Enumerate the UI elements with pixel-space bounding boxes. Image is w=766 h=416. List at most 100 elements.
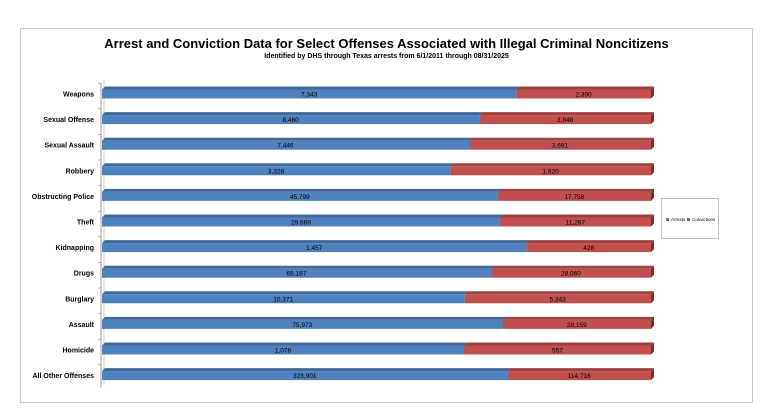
data-label: 428 <box>583 245 594 252</box>
category-label: All Other Offenses <box>33 373 95 380</box>
bar-segment-top <box>463 342 654 346</box>
data-label: 68,187 <box>287 271 307 278</box>
bar-segment <box>102 345 464 355</box>
bar-segment <box>102 140 470 150</box>
bar-segment-top <box>464 291 654 295</box>
category-label: Sexual Offense <box>43 117 94 124</box>
data-label: 45,799 <box>290 194 310 201</box>
data-label: 28,159 <box>567 322 587 329</box>
bar-segment-top <box>499 214 654 218</box>
bar-segment-top <box>497 188 654 192</box>
bar-segment <box>102 371 508 381</box>
bar-segment <box>516 89 651 99</box>
data-label: 323,901 <box>293 373 317 380</box>
data-label: 7,343 <box>301 92 318 99</box>
category-label: Assault <box>69 322 95 329</box>
bar-segment <box>469 140 651 150</box>
category-label: Weapons <box>63 92 94 99</box>
data-label: 28,060 <box>561 271 581 278</box>
bar-segment-side <box>651 240 654 253</box>
bar-segment <box>479 115 651 125</box>
bar-segment-side <box>651 163 654 176</box>
bar-segment <box>507 371 651 381</box>
data-label: 1,920 <box>542 168 559 175</box>
bar-segment-top <box>102 112 483 116</box>
bar-segment-side <box>651 188 654 201</box>
bar-segment-side <box>651 214 654 227</box>
category-label: Kidnapping <box>56 245 95 252</box>
data-label: 114,716 <box>568 373 591 380</box>
legend-label-convictions: Convictions <box>692 216 716 222</box>
bar-segment-top <box>102 265 494 269</box>
bar-segment <box>102 268 491 278</box>
bar-segment <box>102 115 480 125</box>
bar-segment <box>502 319 651 329</box>
bar-segment-top <box>102 188 501 192</box>
bar-segment <box>102 89 517 99</box>
data-label: 3,328 <box>268 168 285 175</box>
bar-segment-top <box>502 316 654 320</box>
bar-segment <box>499 217 651 227</box>
bar-segment-top <box>479 112 654 116</box>
chart-subtitle: Identified by DHS through Texas arrests … <box>264 53 509 60</box>
bar-segment-top <box>469 137 654 141</box>
bar-segment-top <box>490 265 654 269</box>
bar-segment <box>463 345 651 355</box>
legend-swatch-arrests <box>666 217 669 221</box>
bar-segment-top <box>102 214 503 218</box>
bar-segment <box>102 243 527 253</box>
data-label: 2,390 <box>575 92 592 99</box>
bar-segment <box>464 294 651 304</box>
legend-item-arrests: Arrests <box>666 216 685 222</box>
data-label: 29,669 <box>291 220 311 227</box>
bar-segment-top <box>450 163 654 167</box>
data-label: 7,446 <box>277 143 294 150</box>
data-label: 75,973 <box>292 322 312 329</box>
bar-segment-top <box>102 86 520 90</box>
category-label: Obstructing Police <box>32 194 94 201</box>
data-label: 17,758 <box>564 194 584 201</box>
category-label: Robbery <box>66 168 95 175</box>
bar-segment-side <box>651 368 654 381</box>
category-label: Theft <box>77 220 95 227</box>
bar-segment <box>102 217 500 227</box>
data-label: 3,848 <box>557 117 574 124</box>
data-label: 10,371 <box>273 296 293 303</box>
data-label: 11,267 <box>566 220 586 227</box>
bar-segment-side <box>651 265 654 278</box>
bar-segment-top <box>526 240 654 244</box>
bar-segment <box>490 268 651 278</box>
bar-segment-top <box>102 342 467 346</box>
bar-segment <box>102 319 503 329</box>
bar-segment <box>450 166 651 176</box>
category-label: Sexual Assault <box>44 143 94 150</box>
bar-segment <box>102 294 465 304</box>
bar-segment-side <box>651 137 654 150</box>
bar-segment-side <box>651 291 654 304</box>
bar-segment <box>102 191 498 201</box>
legend-label-arrests: Arrests <box>671 216 686 222</box>
bar-segment <box>497 191 651 201</box>
data-label: 1,457 <box>306 245 323 252</box>
data-label: 8,460 <box>283 117 300 124</box>
data-label: 3,691 <box>552 143 569 150</box>
bar-segment-top <box>102 240 530 244</box>
bar-segment-top <box>102 368 511 372</box>
bar-segment-side <box>651 112 654 125</box>
bar-segment-top <box>102 163 454 167</box>
bar-segment-side <box>651 86 654 99</box>
data-label: 1,078 <box>275 348 292 355</box>
bar-segment-top <box>102 291 468 295</box>
bar-segment-side <box>651 342 654 355</box>
bar-segment-side <box>651 316 654 329</box>
legend-item-convictions: Convictions <box>687 216 715 222</box>
bar-segment <box>526 243 651 253</box>
data-label: 557 <box>552 348 563 355</box>
category-label: Homicide <box>62 348 94 355</box>
bar-segment <box>102 166 451 176</box>
bar-segment-top <box>102 137 473 141</box>
bar-segment-top <box>516 86 654 90</box>
category-label: Drugs <box>74 271 94 278</box>
chart-legend: Arrests Convictions <box>661 198 719 239</box>
